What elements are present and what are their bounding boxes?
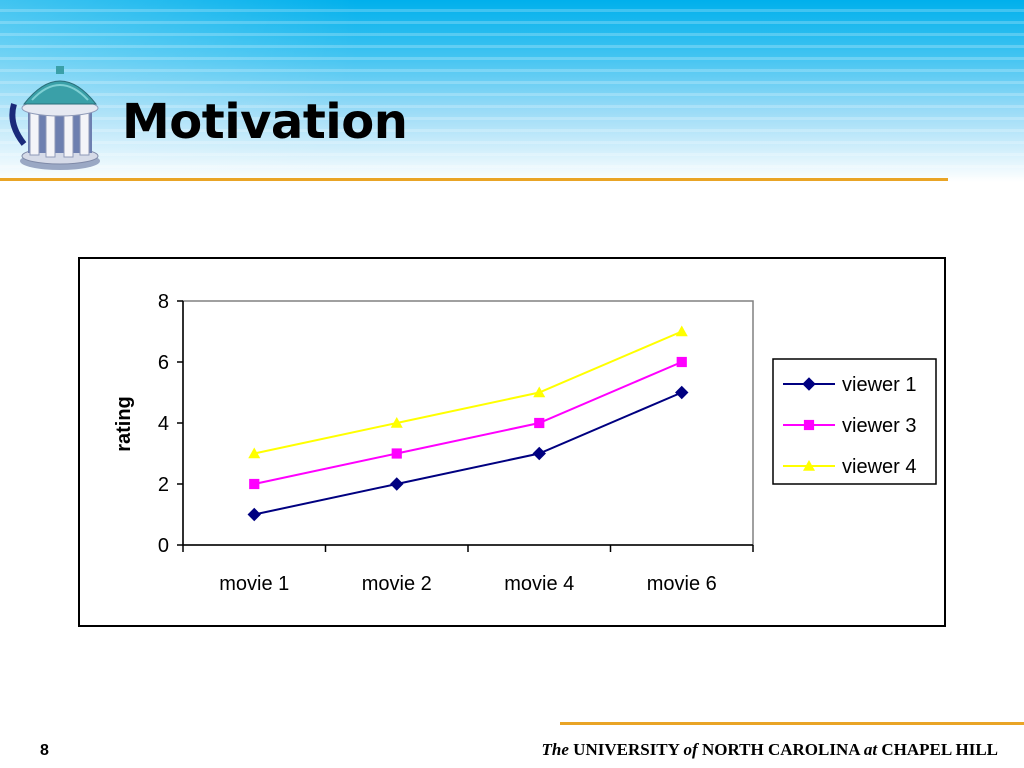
footer-university: UNIVERSITY bbox=[573, 740, 680, 759]
x-tick-label: movie 6 bbox=[647, 573, 717, 595]
data-point-triangle bbox=[533, 386, 546, 398]
y-tick-label: 0 bbox=[158, 535, 169, 557]
footer-of: of bbox=[683, 740, 698, 759]
series-line bbox=[254, 330, 683, 455]
legend-label: viewer 4 bbox=[842, 456, 916, 478]
data-point-square bbox=[391, 448, 402, 459]
data-point-triangle bbox=[675, 325, 688, 337]
legend-label: viewer 3 bbox=[842, 415, 916, 437]
footer-north-carolina: NORTH CAROLINA bbox=[701, 740, 860, 759]
y-axis-label: rating bbox=[113, 396, 135, 452]
page-number: 8 bbox=[40, 742, 49, 759]
y-tick-label: 4 bbox=[158, 413, 169, 435]
data-point-square bbox=[803, 419, 815, 431]
chart-series bbox=[247, 325, 689, 522]
series-line bbox=[254, 361, 683, 485]
data-point-diamond bbox=[802, 377, 816, 391]
x-tick-label: movie 2 bbox=[362, 573, 432, 595]
footer-rule bbox=[560, 722, 1024, 725]
footer-the: The bbox=[541, 740, 569, 759]
legend-label: viewer 1 bbox=[842, 374, 916, 396]
footer-chapel-hill: CHAPEL HILL bbox=[881, 740, 998, 759]
y-tick-label: 6 bbox=[158, 352, 169, 374]
y-tick-label: 8 bbox=[158, 291, 169, 313]
data-point-triangle bbox=[803, 460, 815, 471]
data-point-triangle bbox=[390, 417, 403, 428]
data-point-diamond bbox=[532, 446, 546, 461]
x-tick-label: movie 4 bbox=[504, 573, 574, 595]
chart-legend: viewer 1 viewer 3 viewer 4 bbox=[772, 358, 937, 485]
chart-axes: 0 2 4 6 8 movie 1 movie 2 movie 4 movie 6 bbox=[158, 291, 754, 595]
data-point-square bbox=[676, 356, 687, 368]
footer-at: at bbox=[863, 740, 878, 759]
series-line bbox=[254, 391, 683, 516]
x-tick-label: movie 1 bbox=[219, 573, 289, 595]
data-point-square bbox=[249, 478, 260, 490]
chart-frame: 0 2 4 6 8 movie 1 movie 2 movie 4 movie 6 rating… bbox=[78, 257, 946, 627]
data-point-diamond bbox=[390, 477, 404, 491]
header-fade bbox=[0, 0, 1024, 182]
slide-title: Motivation bbox=[122, 94, 408, 150]
header-stripes bbox=[0, 0, 1024, 182]
line-chart: 0 2 4 6 8 movie 1 movie 2 movie 4 movie 6 rating… bbox=[113, 291, 937, 595]
legend-box bbox=[772, 358, 937, 485]
data-point-diamond bbox=[247, 507, 261, 522]
old-well-logo bbox=[8, 64, 108, 174]
title-rule bbox=[0, 178, 948, 181]
university-footer: The UNIVERSITY of NORTH CAROLINA at CHAP… bbox=[542, 740, 998, 760]
data-point-triangle bbox=[248, 447, 261, 459]
header-band bbox=[0, 0, 1024, 182]
data-point-diamond bbox=[675, 385, 689, 400]
y-tick-label: 2 bbox=[158, 474, 169, 496]
data-point-square bbox=[534, 417, 545, 429]
